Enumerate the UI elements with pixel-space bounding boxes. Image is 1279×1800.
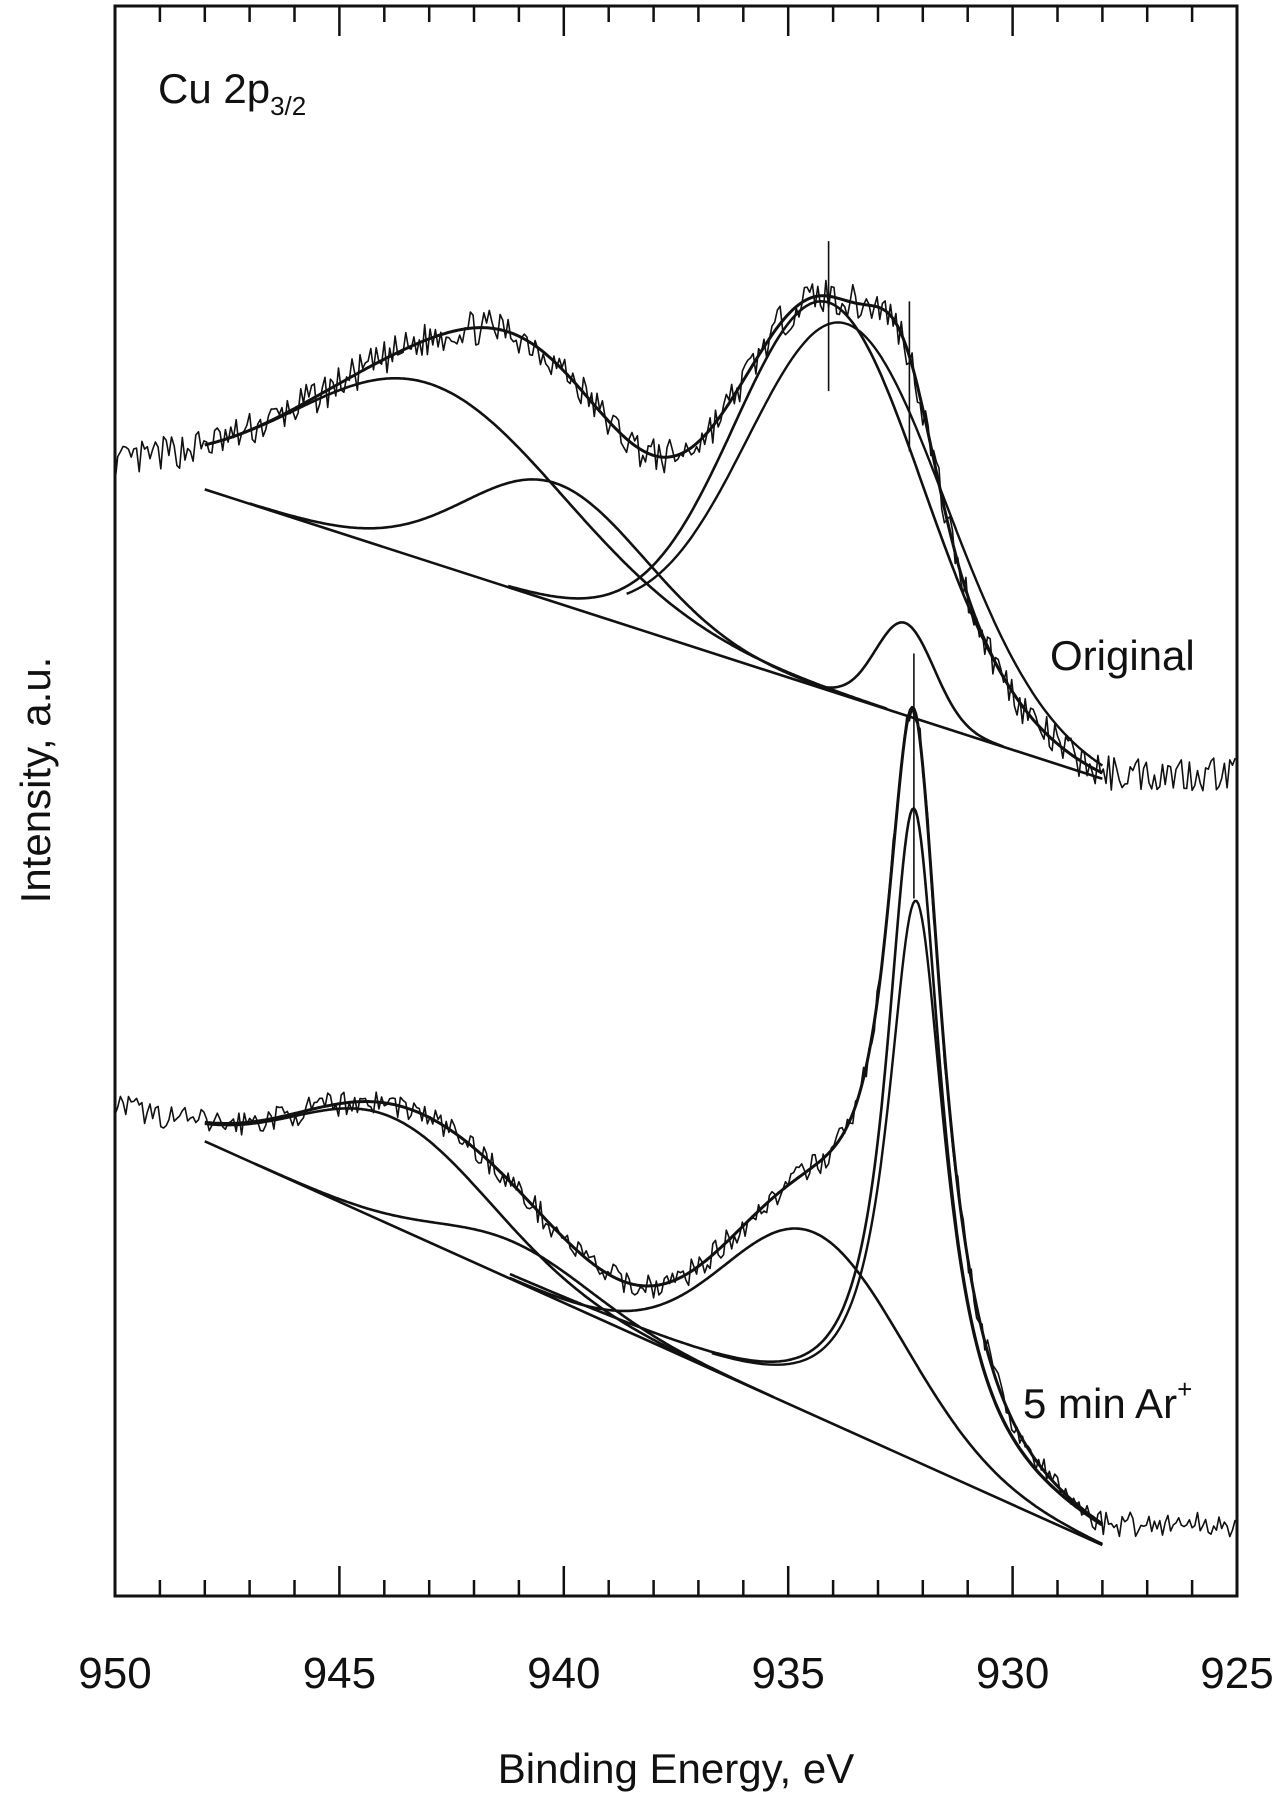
series-sputtered bbox=[114, 653, 1236, 1547]
region-label-main: Cu 2p bbox=[158, 65, 270, 112]
x-tick-label: 925 bbox=[1200, 1649, 1273, 1698]
fit-component-tail bbox=[711, 899, 1103, 1527]
fit-component bbox=[509, 807, 1104, 1527]
series-original bbox=[114, 241, 1236, 792]
sputtered-label-main: 5 min Ar bbox=[1023, 1380, 1177, 1427]
sputtered-label: 5 min Ar+ bbox=[1023, 1374, 1192, 1427]
fit-component bbox=[509, 1227, 1103, 1546]
x-axis-tick-labels: 950 945 940 935 930 925 bbox=[78, 1649, 1273, 1698]
fit-component bbox=[249, 478, 861, 702]
x-tick-label: 945 bbox=[303, 1649, 376, 1698]
raw-spectrum bbox=[114, 279, 1236, 792]
x-tick-label: 940 bbox=[527, 1649, 600, 1698]
fit-component bbox=[204, 1107, 730, 1378]
fit-envelope bbox=[204, 705, 1104, 1526]
x-tick-label: 950 bbox=[78, 1649, 151, 1698]
fit-envelope bbox=[204, 294, 1104, 775]
raw-spectrum bbox=[114, 707, 1236, 1538]
x-axis-ticks bbox=[113, 6, 1239, 1596]
sputtered-label-superscript: + bbox=[1177, 1374, 1192, 1404]
x-tick-label: 930 bbox=[976, 1649, 1049, 1698]
y-axis-title: Intensity, a.u. bbox=[12, 657, 59, 904]
original-label: Original bbox=[1050, 632, 1195, 679]
x-tick-label: 935 bbox=[751, 1649, 824, 1698]
series-layer bbox=[114, 241, 1236, 1547]
x-axis-title: Binding Energy, eV bbox=[498, 1745, 854, 1792]
fit-component bbox=[805, 621, 1004, 748]
baseline bbox=[204, 488, 1103, 780]
fit-component-tail bbox=[626, 321, 1104, 767]
fit-component bbox=[204, 376, 888, 710]
plot-frame bbox=[113, 4, 1239, 1598]
baseline bbox=[204, 1140, 1103, 1547]
region-label-subscript: 3/2 bbox=[270, 91, 306, 121]
region-label: Cu 2p3/2 bbox=[158, 65, 306, 121]
fit-component bbox=[254, 1162, 775, 1399]
